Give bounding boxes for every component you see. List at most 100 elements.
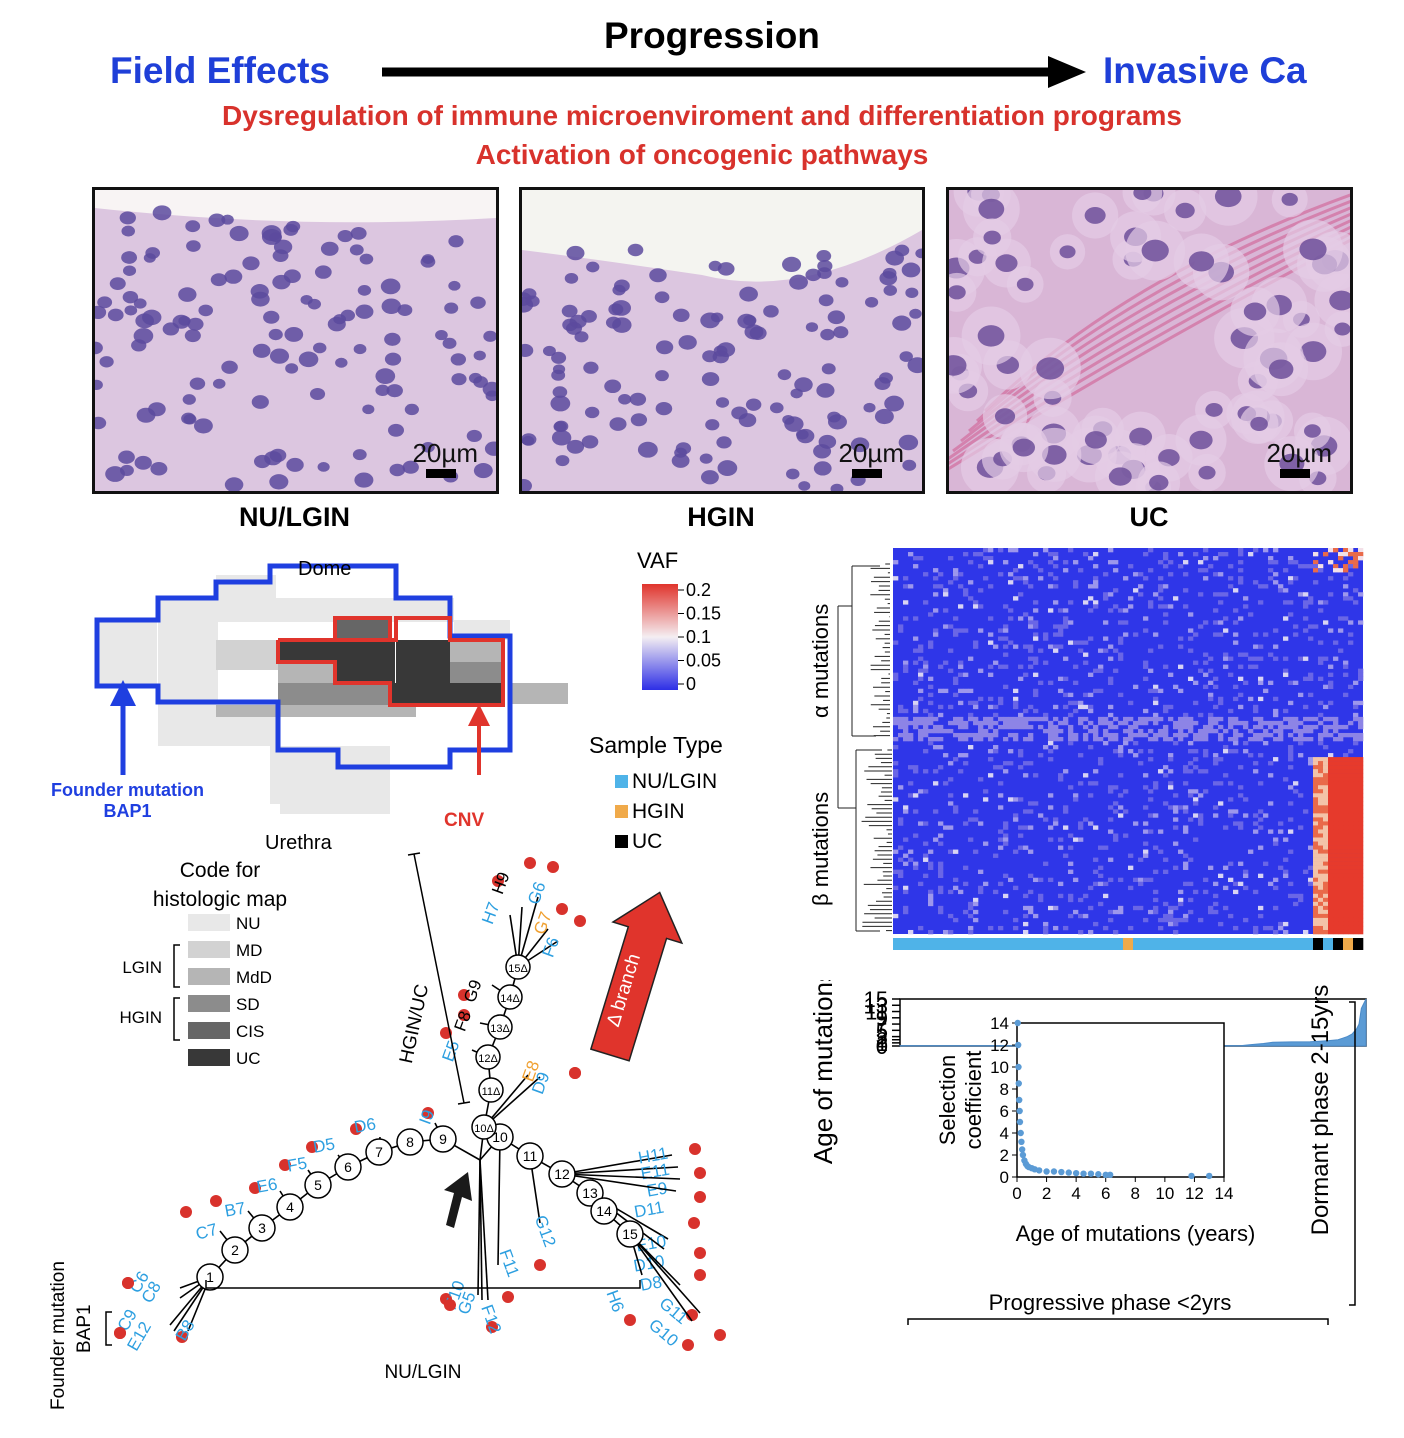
- histology-panel-3: 20µm: [946, 187, 1353, 494]
- inset-point: [1095, 1171, 1102, 1178]
- leaf-label: H9: [488, 870, 513, 897]
- map-cell-mdd: [510, 683, 568, 704]
- inset-point: [1106, 1171, 1114, 1178]
- leaf-dot: [422, 1107, 434, 1119]
- panel-label-hgin: HGIN: [687, 502, 755, 532]
- panel-label-uc: UC: [1129, 502, 1169, 532]
- scale-bar-label: 20µm: [838, 438, 904, 468]
- inset-x-tick: 0: [1012, 1184, 1021, 1203]
- tree-node-label: 14: [596, 1203, 612, 1219]
- legend-label-nu: NU: [236, 914, 261, 933]
- tree-node: [475, 1044, 501, 1070]
- tree-node: [616, 1220, 644, 1248]
- tree-node-label: 5: [314, 1177, 322, 1193]
- inset-point: [1015, 1080, 1022, 1087]
- founder-side-label: Founder mutation: [48, 1261, 69, 1410]
- tree-node-label: 1: [206, 1269, 214, 1285]
- leaf-label: F12: [477, 1302, 505, 1336]
- leaf-label: D11: [633, 1198, 666, 1222]
- leaf-dot: [492, 875, 504, 887]
- activation-text: Activation of oncogenic pathways: [475, 139, 929, 170]
- legend-title-line1: Code for: [179, 859, 261, 882]
- tree-node-label: 11Δ: [482, 1086, 501, 1098]
- nu-lgin-tree-label: NU/LGIN: [384, 1362, 461, 1383]
- inset-point: [1017, 1129, 1024, 1137]
- tree-node: [396, 1128, 424, 1156]
- tree-node-label: 14Δ: [500, 993, 520, 1005]
- sample-type-title: Sample Type: [589, 732, 723, 758]
- inset-point: [1016, 1118, 1024, 1126]
- hgin-uc-bracket: [407, 852, 471, 1105]
- leaf-label: D8: [639, 1272, 664, 1294]
- leaf-label: H7: [478, 900, 503, 927]
- leaf-dot: [556, 903, 568, 915]
- dormant-phase-label: Dormant phase 2-15yrs: [1307, 985, 1334, 1236]
- sample-type-swatch: [615, 835, 628, 848]
- inset-y-tick: 10: [990, 1058, 1009, 1077]
- leaf-dot: [210, 1195, 222, 1207]
- map-cell-sd: [450, 662, 503, 683]
- tree-node-label: 9: [439, 1131, 447, 1147]
- legend-group-hgin: HGIN: [120, 1008, 163, 1027]
- leaf-dot: [444, 1299, 456, 1311]
- tree-node: [516, 1142, 544, 1170]
- legend-swatch-mdd: [188, 968, 230, 985]
- y-tick-label: 5: [876, 1018, 888, 1043]
- map-cell-sd: [335, 683, 390, 705]
- inset-point: [1016, 1096, 1023, 1104]
- tree-node: [548, 1160, 576, 1188]
- legend-label-uc: UC: [236, 1049, 261, 1068]
- map-cell-uc: [335, 640, 395, 662]
- tree-node-label: 7: [375, 1144, 383, 1160]
- inset-x-tick: 10: [1155, 1184, 1174, 1203]
- map-cell-mdd: [450, 640, 503, 662]
- histologic-map: [94, 563, 568, 814]
- leaf-label: E9: [645, 1178, 669, 1200]
- inset-point: [1035, 1167, 1043, 1174]
- inset-y-tick: 14: [990, 1014, 1009, 1033]
- tree-node-label: 13Δ: [490, 1023, 510, 1035]
- map-cell-mdd: [216, 705, 416, 717]
- leaf-label: E5: [438, 1038, 463, 1064]
- sample-type-item: NU/LGIN: [615, 770, 717, 794]
- leaf-dot: [694, 1191, 706, 1203]
- leaf-dot: [574, 915, 586, 927]
- leaf-dot: [689, 1143, 701, 1155]
- inset-y-tick: 0: [1000, 1168, 1009, 1187]
- tree-node: [276, 1193, 304, 1221]
- legend-swatch-nu: [188, 914, 230, 931]
- tree-node: [505, 954, 531, 980]
- legend-title-line2: histologic map: [152, 888, 288, 911]
- sample-type-label: HGIN: [632, 800, 685, 823]
- leaf-label: B8: [172, 1316, 199, 1344]
- leaf-dot: [547, 861, 559, 873]
- tree-node: [304, 1171, 332, 1199]
- leaf-label: B7: [223, 1198, 247, 1220]
- map-cell-nu: [270, 746, 390, 804]
- inset-point: [1188, 1172, 1195, 1180]
- tree-node: [221, 1236, 249, 1264]
- nu-lgin-bracket: [205, 1280, 641, 1289]
- map-legend: NU MD MdD SD CIS UC LGIN HGIN: [120, 914, 272, 1068]
- founder-region-outline: [94, 563, 513, 770]
- map-cell-uc: [278, 640, 335, 662]
- y-tick-label: 9: [876, 1006, 888, 1031]
- leaf-label: F5: [286, 1154, 309, 1176]
- inset-x-tick: 2: [1042, 1184, 1051, 1203]
- inset-y-tick: 6: [1000, 1102, 1009, 1121]
- leaf-dot: [122, 1277, 134, 1289]
- vaf-tick-label: 0: [686, 674, 696, 694]
- y-tick-label: 2: [876, 1028, 888, 1053]
- map-cell-uc: [335, 662, 395, 683]
- leaf-dot: [569, 1067, 581, 1079]
- y-tick-label: 3: [876, 1025, 888, 1050]
- inset-point: [1016, 1107, 1023, 1115]
- map-cell-nu: [280, 804, 390, 814]
- inset-point: [1102, 1171, 1109, 1178]
- leaf-dot: [114, 1327, 126, 1339]
- leaf-dot: [694, 1269, 706, 1281]
- leaf-label: H11: [637, 1144, 670, 1168]
- founder-mutation-label: Founder mutation BAP1: [40, 780, 215, 822]
